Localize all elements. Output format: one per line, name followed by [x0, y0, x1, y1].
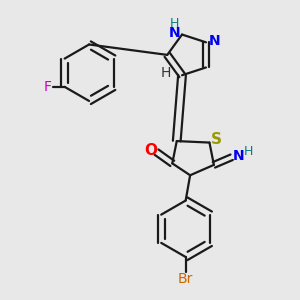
Text: S: S: [212, 131, 222, 146]
Text: H: H: [170, 17, 179, 30]
Text: N: N: [208, 34, 220, 48]
Text: H: H: [160, 66, 171, 80]
Text: Br: Br: [178, 272, 194, 286]
Text: O: O: [144, 143, 157, 158]
Text: F: F: [44, 80, 51, 94]
Text: N: N: [232, 149, 244, 164]
Text: H: H: [243, 146, 253, 158]
Text: N: N: [169, 26, 180, 40]
